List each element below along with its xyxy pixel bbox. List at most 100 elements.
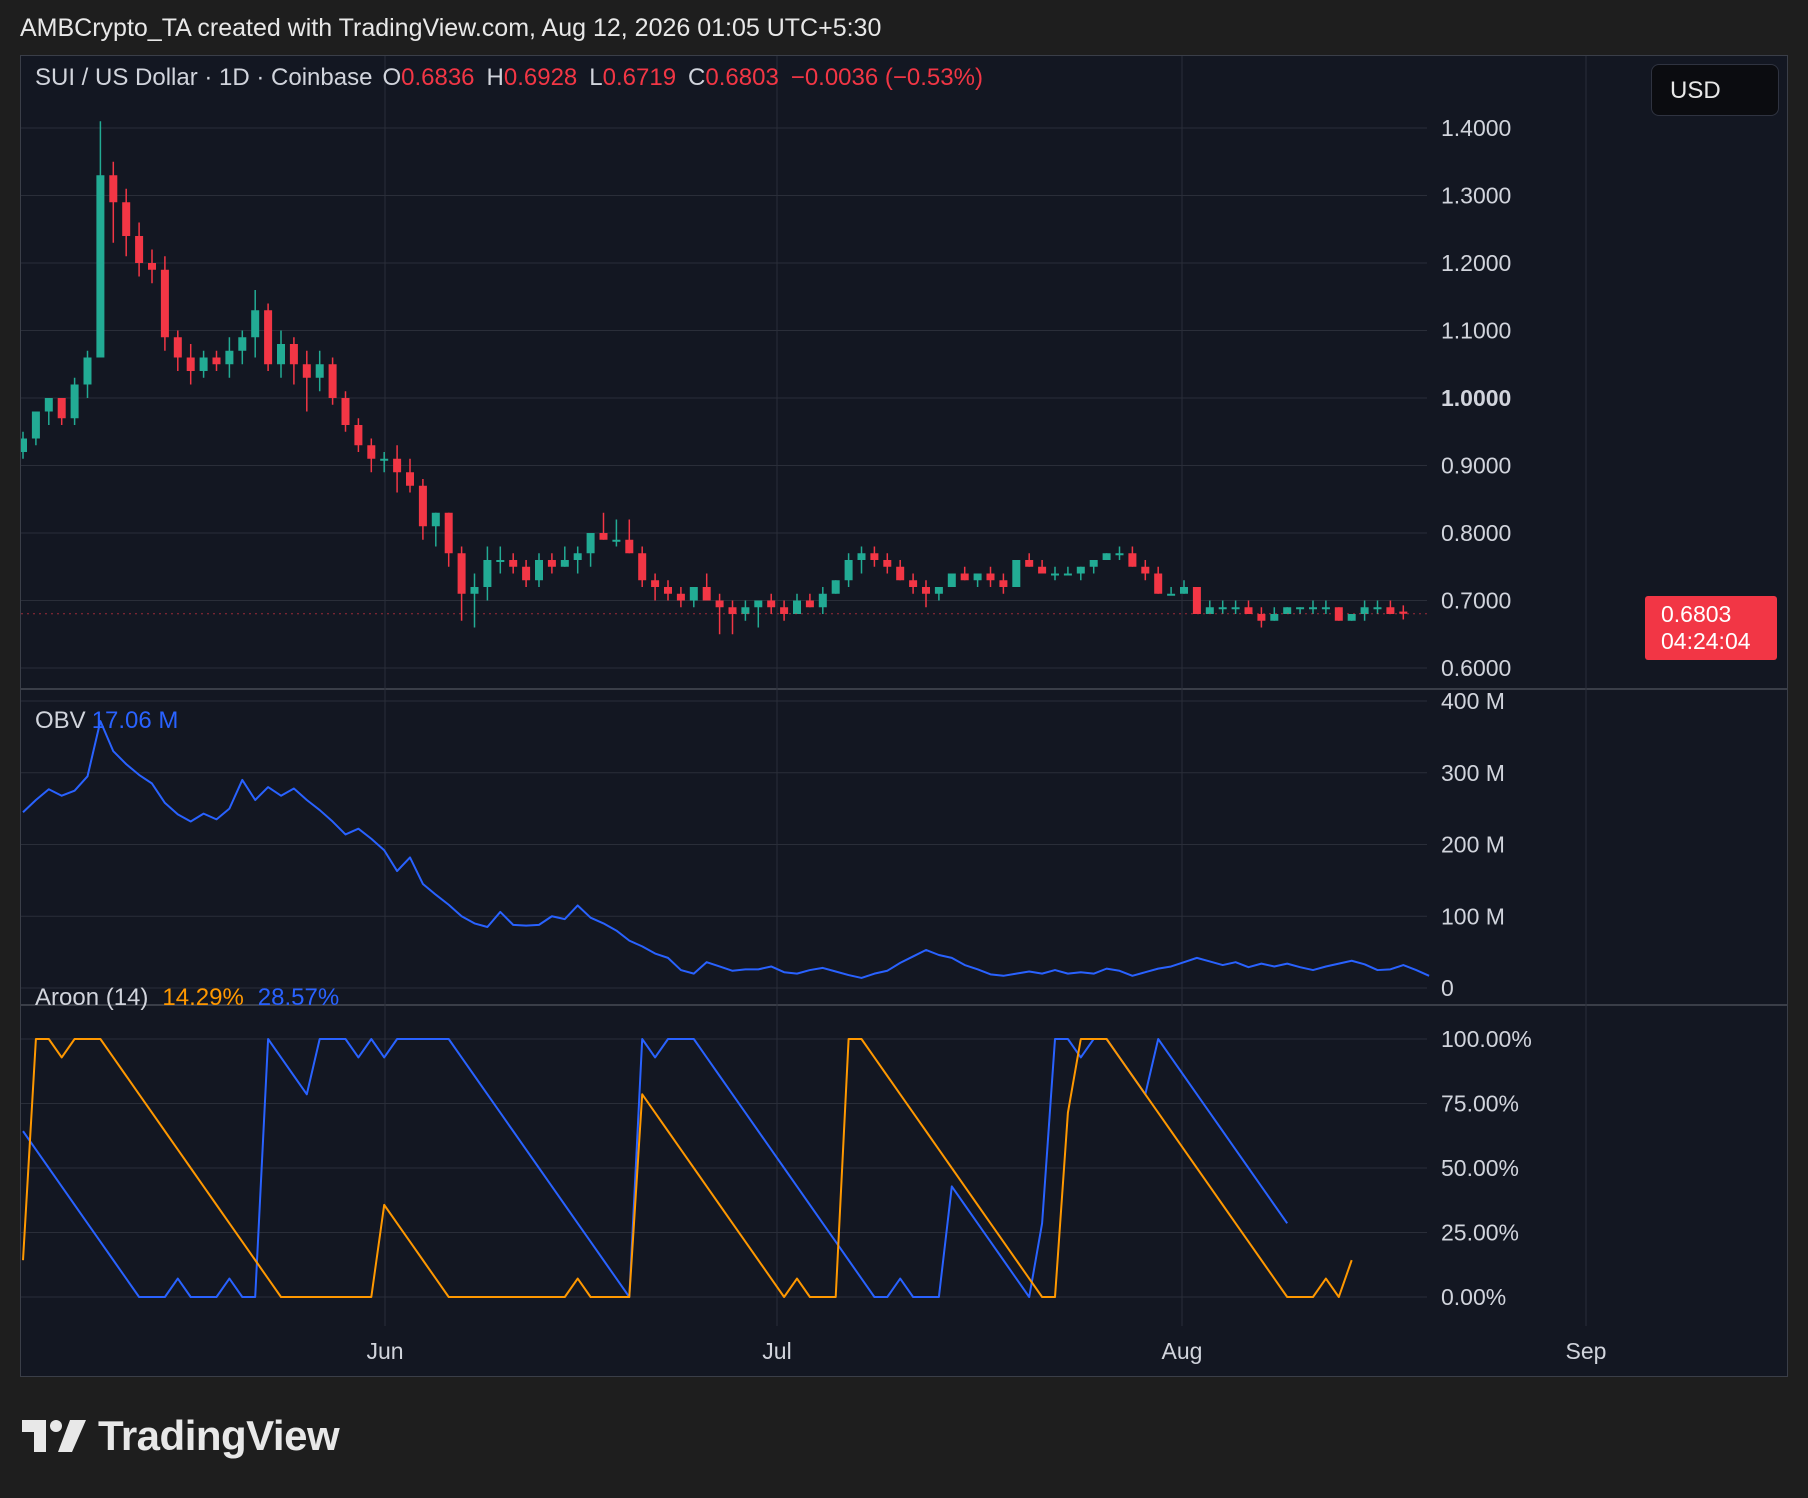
candle-body	[1283, 607, 1292, 614]
candle-body	[560, 560, 569, 567]
aroon-up-line	[22, 1038, 1353, 1298]
candle-body	[315, 364, 324, 378]
price-change: −0.0036 (−0.53%)	[790, 64, 983, 91]
candle-body	[1167, 593, 1176, 596]
candle-body	[354, 425, 363, 446]
candle-body	[444, 512, 453, 554]
y-tick-label: 0.9000	[1441, 453, 1511, 479]
candle-body	[1231, 607, 1240, 610]
aroon-label[interactable]: Aroon (14)	[35, 984, 149, 1011]
y-tick-label: 25.00%	[1441, 1220, 1519, 1246]
ohlc-open: O0.6836	[382, 64, 475, 91]
candle-body	[831, 580, 840, 594]
candle-body	[135, 236, 144, 263]
aroon-down-line	[22, 1038, 1289, 1298]
tradingview-logo-icon	[22, 1420, 86, 1452]
currency-button[interactable]: USD	[1651, 64, 1779, 116]
candle-body	[1360, 607, 1369, 614]
y-tick-label: 0	[1441, 975, 1454, 1001]
y-tick-label: 75.00%	[1441, 1091, 1519, 1117]
candle-body	[844, 560, 853, 581]
candle-body	[1102, 553, 1111, 560]
x-tick-label: Jun	[366, 1338, 403, 1364]
candle-body	[741, 607, 750, 614]
candle-body	[148, 263, 156, 270]
candle-body	[1141, 566, 1150, 574]
y-tick-label: 1.1000	[1441, 318, 1511, 344]
obv-legend: OBV 17.06 M	[35, 707, 188, 735]
candle-body	[909, 580, 918, 587]
candle-body	[109, 175, 118, 203]
candle-body	[1012, 560, 1021, 587]
candle-body	[1257, 614, 1266, 621]
candle-body	[522, 566, 531, 581]
candle-body	[160, 269, 169, 338]
candle-body	[1309, 607, 1317, 610]
candle-body	[238, 337, 247, 351]
obv-label[interactable]: OBV	[35, 707, 86, 734]
candle-body	[1296, 607, 1305, 610]
aroon-down-value: 28.57%	[257, 984, 340, 1011]
obv-line	[22, 720, 1430, 979]
candle-body	[1076, 566, 1085, 574]
candle-body	[767, 600, 776, 608]
chart-attribution: AMBCrypto_TA created with TradingView.co…	[20, 14, 882, 42]
candle-body	[122, 202, 131, 236]
bar-countdown: 04:24:04	[1661, 628, 1751, 654]
candle-body	[547, 560, 556, 567]
y-tick-label: 1.4000	[1441, 115, 1511, 141]
candle-body	[44, 398, 53, 412]
y-tick-label: 300 M	[1441, 760, 1505, 786]
candle-body	[21, 438, 27, 452]
candle-body	[1089, 560, 1098, 567]
candle-body	[380, 458, 389, 461]
candle-body	[1321, 607, 1330, 610]
candle-body	[1051, 573, 1059, 576]
candle-body	[1399, 611, 1408, 614]
candle-body	[302, 364, 311, 378]
candle-body	[934, 587, 943, 594]
candle-body	[960, 573, 969, 581]
candle-body	[264, 310, 273, 365]
candle-body	[947, 573, 956, 587]
candle-body	[1192, 587, 1201, 614]
chart-frame: Jun Jul Aug Sep 1.4000 1.3000 1.2000 1.1000 1.00…	[20, 55, 1788, 1377]
candle-body	[535, 560, 543, 581]
symbol-label[interactable]: SUI / US Dollar · 1D · Coinbase	[35, 64, 373, 91]
candle-body	[96, 175, 105, 358]
tradingview-wordmark: TradingView	[98, 1412, 340, 1459]
candle-body	[1270, 614, 1279, 621]
y-tick-label: 100 M	[1441, 903, 1505, 929]
candle-body	[1115, 553, 1124, 556]
chart-canvas[interactable]: Jun Jul Aug Sep 1.4000 1.3000 1.2000 1.1000 1.00…	[21, 56, 1787, 1376]
y-tick-label: 1.3000	[1441, 183, 1511, 209]
candle-body	[1373, 607, 1382, 610]
ohlc-low: L0.6719	[589, 64, 677, 91]
y-tick-label: 400 M	[1441, 688, 1505, 714]
candle-body	[1038, 566, 1047, 574]
ohlc-high: H0.6928	[486, 64, 578, 91]
candle-body	[186, 357, 195, 371]
candle-body	[57, 398, 66, 419]
tradingview-logo[interactable]: TradingView	[22, 1412, 340, 1460]
y-tick-label: 1.2000	[1441, 250, 1511, 276]
candle-body	[599, 533, 608, 540]
candle-body	[418, 485, 427, 527]
candle-body	[870, 553, 879, 560]
candle-body	[999, 580, 1008, 587]
candle-body	[793, 600, 801, 614]
candle-body	[573, 553, 582, 560]
obv-value: 17.06 M	[91, 707, 179, 734]
y-tick-label: 200 M	[1441, 832, 1505, 858]
candle-body	[1334, 607, 1343, 621]
y-tick-label: 50.00%	[1441, 1155, 1519, 1181]
candle-body	[857, 553, 866, 560]
y-tick-label: 0.00%	[1441, 1284, 1506, 1310]
x-tick-label: Aug	[1162, 1338, 1203, 1364]
candle-body	[1128, 553, 1137, 567]
candle-body	[470, 587, 479, 594]
chart-background	[21, 56, 1787, 1376]
candle-body	[173, 337, 182, 358]
candle-body	[689, 587, 698, 601]
candle-body	[406, 472, 414, 486]
